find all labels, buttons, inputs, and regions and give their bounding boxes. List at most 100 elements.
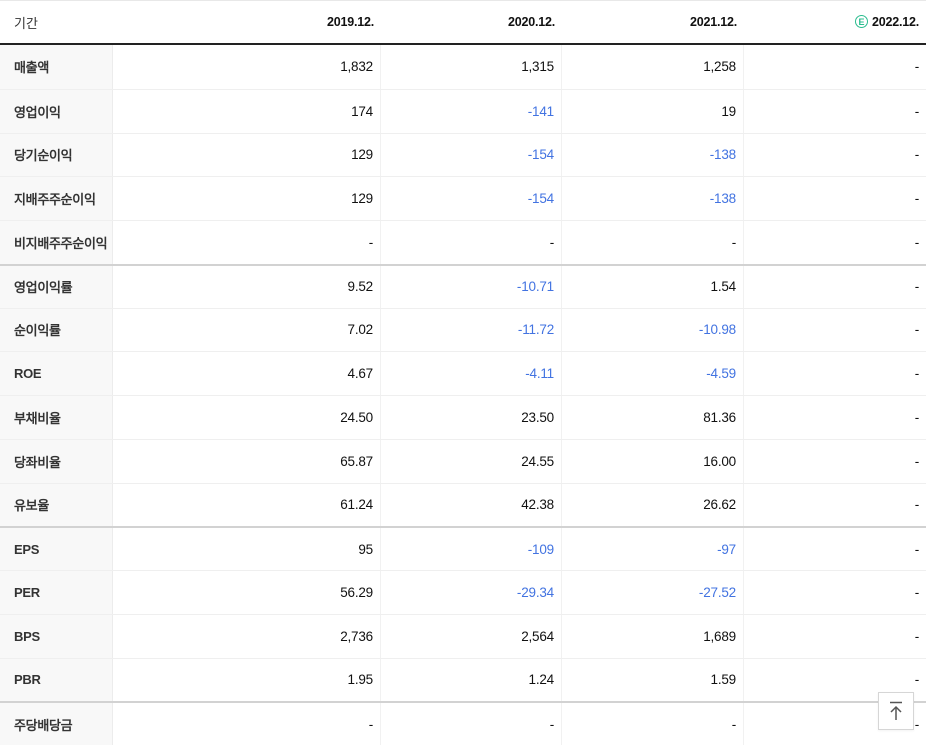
row-value: -154 [381,177,562,220]
row-value: 2,736 [113,614,381,658]
row-label: 당기순이익 [0,133,113,177]
row-value: - [914,322,919,338]
table-row: 유보율 61.24 42.38 26.62 - [0,482,926,527]
row-value: - [562,221,744,264]
row-value: 23.50 [381,396,562,439]
row-label: 지배주주순이익 [0,177,113,220]
row-value: -10.98 [562,308,744,352]
estimate-badge-icon: E [854,15,868,28]
column-header-label: 2021.12. [689,15,737,29]
table-row: EPS 95 -109 -97 - [0,526,926,570]
table-row: BPS 2,736 2,564 1,689 - [0,613,926,658]
table-row: 당좌비율 65.87 24.55 16.00 - [0,438,926,483]
row-value: 1,689 [562,614,744,658]
table-row: PBR 1.95 1.24 1.59 - [0,657,926,702]
row-value: - [914,672,919,688]
row-value: -141 [381,89,562,133]
row-value: 42.38 [381,483,562,527]
table-header-row: 기간 2019.12. 2020.12. 2021.12. E 2022.12. [0,0,926,45]
table-row: 주당배당금 - - - - [0,701,926,745]
row-value: - [914,541,919,557]
row-value: - [914,59,919,75]
column-header-label: 2022.12. [871,15,919,29]
row-value: -97 [562,528,744,570]
row-value: -4.11 [381,352,562,395]
row-value: 24.50 [113,396,381,439]
column-header-label: 2019.12. [326,15,374,29]
row-value: 1,315 [381,45,562,89]
row-value: - [914,191,919,207]
row-value: 95 [113,528,381,570]
row-value: 81.36 [562,396,744,439]
row-value: 129 [113,177,381,220]
column-header: 2019.12. [113,1,381,43]
row-value: 1,832 [113,45,381,89]
row-value: - [113,703,381,745]
row-value: -27.52 [562,571,744,614]
table-body: 매출액 1,832 1,315 1,258- 영업이익 174 -141 19- 당기순이익 12… [0,45,926,745]
row-label: BPS [0,614,113,658]
row-value: - [914,279,919,295]
row-label: PER [0,571,113,614]
row-value: - [914,147,919,163]
column-header: 2021.12. [562,1,744,43]
row-value: -29.34 [381,571,562,614]
row-value: 1.95 [113,658,381,702]
row-value: 1.54 [562,265,744,308]
row-value: - [914,234,919,250]
row-value: 129 [113,133,381,177]
row-label: ROE [0,352,113,395]
table-row: 비지배주주순이익 - - - - [0,220,926,264]
scroll-to-top-button[interactable] [878,692,914,730]
row-value: -138 [562,133,744,177]
row-label: 영업이익률 [0,265,113,308]
table-row: 영업이익률 9.52 -10.71 1.54 - [0,263,926,308]
scroll-to-top-icon [886,700,906,722]
row-value: 26.62 [562,483,744,527]
row-value: 61.24 [113,483,381,527]
row-value: -10.71 [381,265,562,308]
table-row: 부채비율 24.50 23.50 81.36 - [0,395,926,439]
row-label: 당좌비율 [0,439,113,483]
row-value: 2,564 [381,614,562,658]
row-value: 174 [113,89,381,133]
row-value: 56.29 [113,571,381,614]
row-value: 1,258 [562,45,744,89]
row-value: - [914,716,919,732]
row-value: - [914,584,919,600]
row-label: EPS [0,528,113,570]
row-value: 9.52 [113,265,381,308]
row-label: 영업이익 [0,89,113,133]
table-row: 매출액 1,832 1,315 1,258 - [0,45,926,89]
row-value: - [914,409,919,425]
table-row: PER 56.29 -29.34 -27.52 - [0,570,926,614]
row-value: - [381,221,562,264]
table-row: 지배주주순이익 129 -154 -138 - [0,176,926,220]
row-value: - [914,628,919,644]
row-value: - [562,703,744,745]
row-value: 7.02 [113,308,381,352]
period-header: 기간 [14,15,38,31]
row-label: PBR [0,658,113,702]
row-label: 비지배주주순이익 [0,221,113,264]
row-value: 16.00 [562,439,744,483]
row-value: 24.55 [381,439,562,483]
row-label: 주당배당금 [0,703,113,745]
row-value: -11.72 [381,308,562,352]
row-value: - [381,703,562,745]
row-value: - [914,103,919,119]
row-value: 4.67 [113,352,381,395]
row-value: 65.87 [113,439,381,483]
row-value: 19 [562,89,744,133]
table-row: 영업이익 174 -141 19 - [0,88,926,133]
row-value: -4.59 [562,352,744,395]
column-header-label: 2020.12. [507,15,555,29]
row-label: 부채비율 [0,396,113,439]
table-row: 순이익률 7.02 -11.72 -10.98 - [0,307,926,352]
table-row: ROE 4.67 -4.11 -4.59 - [0,351,926,395]
row-value: - [914,453,919,469]
row-value: 1.59 [562,658,744,702]
row-value: - [113,221,381,264]
row-value: - [914,366,919,382]
